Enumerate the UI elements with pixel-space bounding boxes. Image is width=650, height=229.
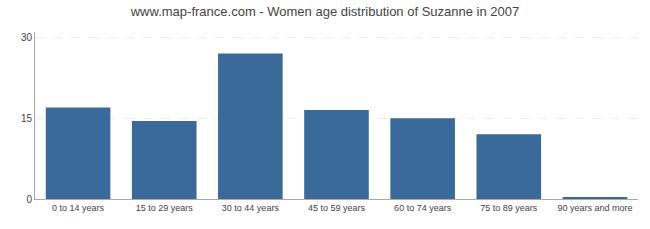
svg-text:www.map-france.com - Women age: www.map-france.com - Women age distribut… (130, 4, 520, 19)
svg-text:30 to 44 years: 30 to 44 years (222, 203, 280, 213)
svg-text:75 to 89 years: 75 to 89 years (480, 203, 538, 213)
svg-text:90 years and more: 90 years and more (557, 203, 632, 213)
svg-text:60 to 74 years: 60 to 74 years (394, 203, 452, 213)
svg-text:45 to 59 years: 45 to 59 years (308, 203, 366, 213)
svg-text:15: 15 (21, 113, 33, 124)
svg-text:0: 0 (26, 194, 32, 205)
svg-text:0 to 14 years: 0 to 14 years (52, 203, 105, 213)
svg-text:30: 30 (21, 32, 33, 43)
svg-text:15 to 29 years: 15 to 29 years (136, 203, 194, 213)
